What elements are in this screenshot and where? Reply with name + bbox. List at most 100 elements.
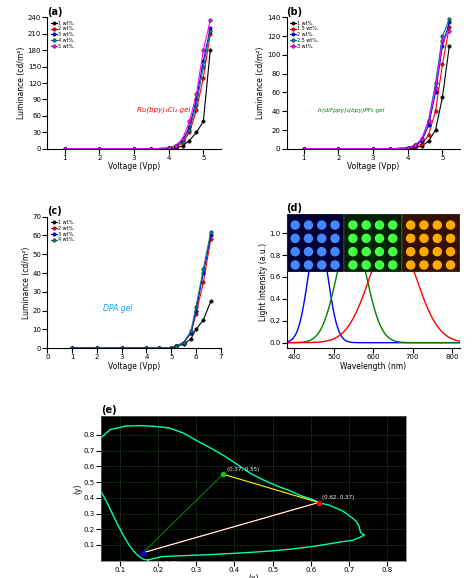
2 wt%. bbox=[97, 145, 102, 152]
2 wt%. bbox=[426, 122, 431, 129]
3 wt%. bbox=[405, 144, 410, 151]
4 wt%. bbox=[181, 339, 186, 346]
3 wt%. bbox=[388, 145, 393, 152]
2.5 wt%. bbox=[433, 80, 438, 87]
1.5 wt%. bbox=[433, 108, 438, 114]
X-axis label: Wavelength (nm): Wavelength (nm) bbox=[340, 362, 406, 371]
Legend: 1 wt%., 2 wt%., 3 wt%., 4 wt%., 5 wt%.: 1 wt%., 2 wt%., 3 wt%., 4 wt%., 5 wt%. bbox=[50, 20, 76, 50]
Y-axis label: Luminance (cd/m²): Luminance (cd/m²) bbox=[256, 47, 265, 119]
2.5 wt%. bbox=[439, 32, 445, 39]
1.5 wt%. bbox=[370, 145, 376, 152]
1 wt%. bbox=[412, 144, 418, 151]
Legend: 1 wt%., 1.5 wt%., 2 wt%., 2.5 wt%., 3 wt%.: 1 wt%., 1.5 wt%., 2 wt%., 2.5 wt%., 3 wt… bbox=[289, 20, 319, 50]
Legend: 1 wt%., 2 wt%., 3 wt%., 4 wt%.: 1 wt%., 2 wt%., 3 wt%., 4 wt%. bbox=[50, 219, 76, 243]
1 wt%. bbox=[173, 343, 179, 350]
2 wt%. bbox=[148, 145, 154, 152]
1 wt%. bbox=[144, 344, 149, 351]
3 wt%. bbox=[180, 137, 185, 144]
4 wt%. bbox=[94, 344, 100, 351]
5 wt%. bbox=[62, 145, 68, 152]
1 wt%. bbox=[156, 344, 162, 351]
2 wt%. bbox=[370, 145, 376, 152]
1.5 wt%. bbox=[301, 145, 307, 152]
2.5 wt%. bbox=[447, 16, 452, 23]
3 wt%. bbox=[69, 344, 75, 351]
3 wt%. bbox=[201, 58, 206, 65]
4 wt%. bbox=[69, 344, 75, 351]
3 wt%. bbox=[187, 124, 192, 131]
1 wt%. bbox=[62, 145, 68, 152]
1.5 wt%. bbox=[419, 140, 425, 147]
1 wt%. bbox=[419, 143, 425, 150]
5 wt%. bbox=[193, 91, 199, 98]
2 wt%. bbox=[433, 89, 438, 96]
3 wt%. bbox=[148, 145, 154, 152]
2 wt%. bbox=[208, 30, 213, 37]
1 wt%. bbox=[426, 138, 431, 144]
3 wt%. bbox=[419, 136, 425, 143]
1 wt%. bbox=[173, 144, 179, 151]
4 wt%. bbox=[119, 344, 125, 351]
1.5 wt%. bbox=[439, 61, 445, 68]
Text: Ir(diFppy)₂(bpy)PF₆ gel: Ir(diFppy)₂(bpy)PF₆ gel bbox=[318, 108, 384, 113]
5 wt%. bbox=[180, 135, 185, 142]
X-axis label: Voltage (Vpp): Voltage (Vpp) bbox=[347, 162, 399, 172]
1 wt%. bbox=[193, 326, 199, 333]
Y-axis label: (y): (y) bbox=[73, 483, 82, 494]
1 wt%. bbox=[370, 145, 376, 152]
1 wt%. bbox=[433, 127, 438, 134]
4 wt%. bbox=[193, 102, 199, 109]
Y-axis label: Light Intensity (a.u.): Light Intensity (a.u.) bbox=[259, 243, 268, 321]
1 wt%. bbox=[405, 145, 410, 152]
2 wt%. bbox=[208, 236, 214, 243]
2 wt%. bbox=[156, 344, 162, 351]
3 wt%. bbox=[62, 145, 68, 152]
2.5 wt%. bbox=[388, 145, 393, 152]
5 wt%. bbox=[148, 145, 154, 152]
1.5 wt%. bbox=[388, 145, 393, 152]
Text: (a): (a) bbox=[47, 6, 63, 17]
1 wt%. bbox=[188, 335, 194, 342]
3 wt%. bbox=[336, 145, 341, 152]
2 wt%. bbox=[193, 107, 199, 114]
5 wt%. bbox=[97, 145, 102, 152]
2 wt%. bbox=[69, 344, 75, 351]
Line: 2 wt%.: 2 wt%. bbox=[302, 20, 451, 150]
5 wt%. bbox=[166, 144, 172, 151]
3 wt%. bbox=[433, 84, 438, 91]
Line: 4 wt%.: 4 wt%. bbox=[63, 29, 212, 150]
4 wt%. bbox=[168, 344, 174, 351]
4 wt%. bbox=[187, 126, 192, 133]
Text: (0.62, 0.37): (0.62, 0.37) bbox=[322, 495, 355, 501]
2 wt%. bbox=[62, 145, 68, 152]
3 wt%. bbox=[447, 28, 452, 35]
2 wt%. bbox=[94, 344, 100, 351]
Line: 1 wt%.: 1 wt%. bbox=[302, 44, 451, 150]
Line: 4 wt%.: 4 wt%. bbox=[71, 230, 212, 350]
1 wt%. bbox=[301, 145, 307, 152]
3 wt%. bbox=[173, 143, 179, 150]
3 wt%. bbox=[94, 344, 100, 351]
Line: 3 wt%.: 3 wt%. bbox=[71, 234, 212, 350]
4 wt%. bbox=[166, 144, 172, 151]
2.5 wt%. bbox=[301, 145, 307, 152]
1 wt%. bbox=[69, 344, 75, 351]
2.5 wt%. bbox=[370, 145, 376, 152]
2.5 wt%. bbox=[412, 142, 418, 149]
2 wt%. bbox=[119, 344, 125, 351]
2 wt%. bbox=[388, 145, 393, 152]
Line: 2.5 wt%.: 2.5 wt%. bbox=[302, 17, 451, 150]
2 wt%. bbox=[447, 18, 452, 25]
3 wt%. bbox=[168, 344, 174, 351]
4 wt%. bbox=[148, 145, 154, 152]
5 wt%. bbox=[131, 145, 137, 152]
1 wt%. bbox=[187, 137, 192, 144]
1 wt%. bbox=[131, 145, 137, 152]
1 wt%. bbox=[148, 145, 154, 152]
4 wt%. bbox=[188, 328, 194, 335]
2 wt%. bbox=[180, 140, 185, 147]
3 wt%. bbox=[426, 117, 431, 124]
Y-axis label: Luminance (cd/m²): Luminance (cd/m²) bbox=[22, 246, 31, 318]
Line: 3 wt%.: 3 wt%. bbox=[63, 27, 212, 150]
2 wt%. bbox=[412, 143, 418, 150]
